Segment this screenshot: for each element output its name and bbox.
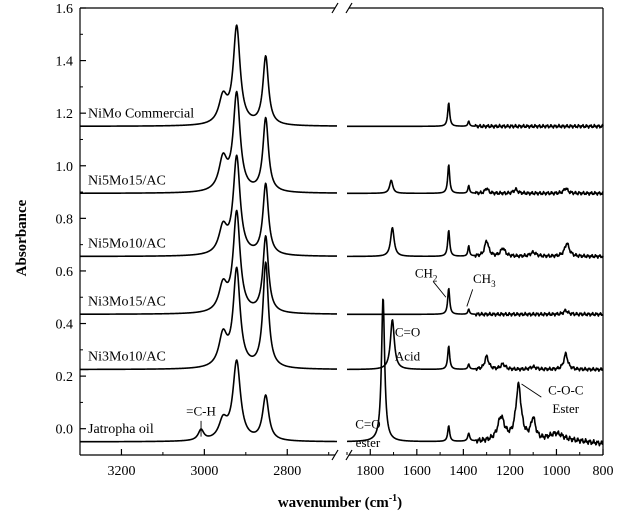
y-tick-label: 1.4 [56, 55, 74, 70]
y-tick-label: 1.2 [56, 107, 74, 122]
annotation-label: CH3 [473, 271, 496, 289]
y-tick-label: 0.0 [56, 423, 74, 438]
series-line-2-segment-0 [79, 154, 338, 258]
y-tick-label: 1.6 [56, 2, 74, 17]
annotation-pointer [466, 289, 474, 307]
series-line-3-segment-1 [346, 287, 604, 317]
y-tick-label: 0.6 [56, 265, 74, 280]
annotation-layer: =C-H C=O ester C=O Acid CH2 CH3 C-O-C Ester [186, 266, 583, 451]
annotation-label: Ester [552, 401, 579, 416]
x-tick-label: 1800 [356, 464, 384, 479]
x-tick-label: 3200 [107, 464, 135, 479]
y-tick-label: 0.2 [56, 370, 74, 385]
annotation-label: CH2 [415, 266, 438, 284]
x-tick-label: 3000 [190, 464, 218, 479]
series-label: Ni3Mo15/AC [88, 294, 166, 309]
y-axis-label: Absorbance [14, 199, 30, 276]
annotation-pointer [432, 281, 447, 298]
series-line-0-segment-1 [346, 102, 604, 129]
annotation-label: C=O [355, 417, 380, 432]
axis-break-mark [331, 449, 339, 461]
y-tick-label: 0.8 [56, 212, 74, 227]
y-tick-label: 0.4 [56, 318, 74, 333]
axis-break-mark [331, 2, 339, 14]
axis-break-mark [345, 449, 353, 461]
series-label: Ni5Mo10/AC [88, 236, 166, 251]
series-line-5-segment-1 [346, 298, 604, 447]
series-label: Jatropha oil [88, 422, 154, 437]
series-line-1-segment-0 [79, 90, 338, 195]
annotation-pointer [521, 383, 542, 398]
series-line-4-segment-0 [79, 261, 338, 371]
annotation-label: Acid [395, 348, 421, 363]
series-label: NiMo Commercial [88, 106, 194, 121]
annotation-label: =C-H [186, 404, 216, 419]
x-tick-label: 1400 [449, 464, 477, 479]
series-line-1-segment-1 [346, 164, 604, 196]
axes: 0.0 0.2 0.4 0.6 0.8 1.0 1.2 1.4 1.6 3200 3000 2800 1… [56, 2, 614, 479]
x-tick-label: 1600 [403, 464, 431, 479]
x-axis-label: wavenumber (cm-1) [278, 493, 402, 511]
x-tick-label: 1200 [496, 464, 524, 479]
annotation-label: C=O [395, 325, 420, 340]
axis-break-mark [345, 2, 353, 14]
series-label: Ni5Mo15/AC [88, 173, 166, 188]
series-line-5-segment-0 [79, 359, 338, 443]
x-tick-label: 800 [593, 464, 614, 479]
series-layer: NiMo Commercial Ni5Mo15/AC Ni5Mo10/AC Ni3Mo… [79, 24, 604, 447]
series-line-3-segment-0 [79, 209, 338, 315]
x-tick-label: 2800 [273, 464, 301, 479]
series-line-2-segment-1 [346, 226, 604, 259]
series-label: Ni3Mo10/AC [88, 350, 166, 365]
x-tick-label: 1000 [542, 464, 570, 479]
annotation-label: C-O-C [548, 383, 583, 398]
y-tick-label: 1.0 [56, 160, 74, 175]
annotation-label: ester [356, 435, 381, 450]
series-line-0-segment-0 [79, 24, 338, 127]
series-line-4-segment-1 [346, 319, 604, 372]
